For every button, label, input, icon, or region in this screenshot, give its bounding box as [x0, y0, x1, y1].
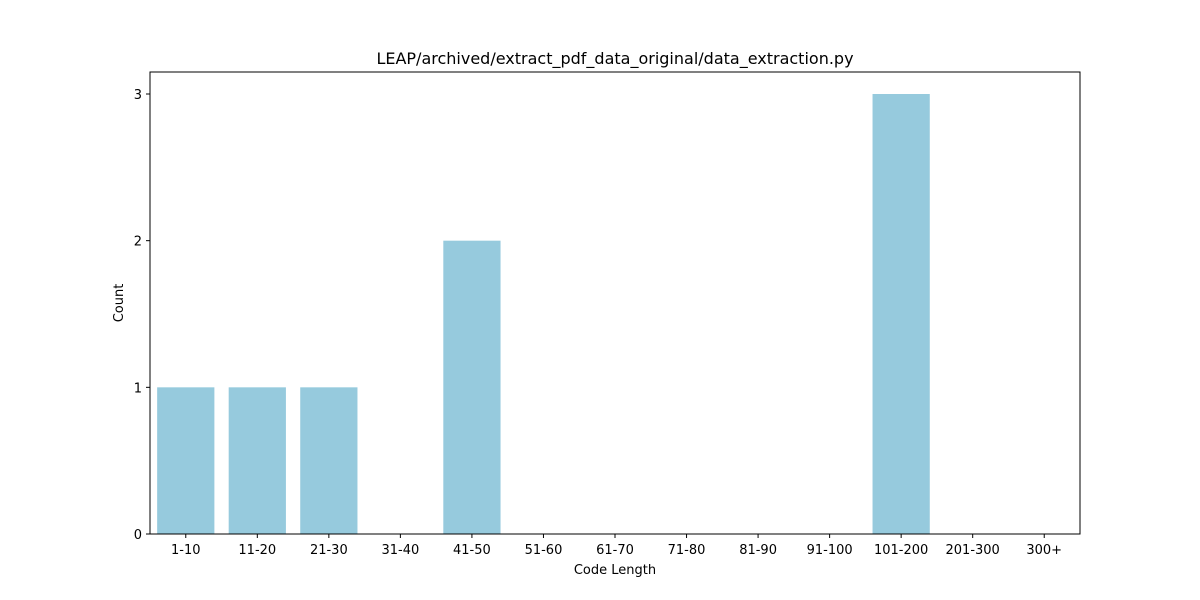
- bar-41-50: [443, 240, 501, 535]
- x-tick-label: 81-90: [739, 543, 777, 558]
- bar-101-200: [872, 94, 930, 534]
- x-tick-label: 201-300: [946, 543, 1000, 558]
- bar-11-20: [228, 387, 286, 534]
- bar-21-30: [300, 387, 358, 534]
- y-tick-label: 0: [134, 528, 142, 543]
- x-tick-label: 101-200: [874, 543, 928, 558]
- x-axis-ticks: 1-10 11-20 21-30 31-40 41-50 51-60 61-70 71-80 8…: [171, 534, 1062, 558]
- bar-1-10: [157, 387, 215, 534]
- x-tick-label: 31-40: [381, 543, 419, 558]
- y-axis-label: Count: [112, 284, 127, 323]
- x-tick-label: 21-30: [310, 543, 348, 558]
- y-tick-label: 2: [134, 235, 142, 250]
- x-tick-label: 11-20: [238, 543, 276, 558]
- x-tick-label: 61-70: [596, 543, 634, 558]
- y-axis-ticks: 0 1 2 3: [134, 88, 150, 543]
- x-tick-label: 41-50: [453, 543, 491, 558]
- x-tick-label: 51-60: [525, 543, 563, 558]
- chart-title: LEAP/archived/extract_pdf_data_original/…: [376, 49, 853, 69]
- x-tick-label: 71-80: [668, 543, 706, 558]
- y-tick-label: 3: [134, 88, 142, 103]
- x-tick-label: 91-100: [807, 543, 853, 558]
- y-tick-label: 1: [134, 381, 142, 396]
- x-tick-label: 1-10: [171, 543, 201, 558]
- x-tick-label: 300+: [1026, 543, 1062, 558]
- x-axis-label: Code Length: [574, 563, 656, 578]
- bars-layer: [157, 94, 930, 535]
- plot-area-frame: [149, 71, 1081, 535]
